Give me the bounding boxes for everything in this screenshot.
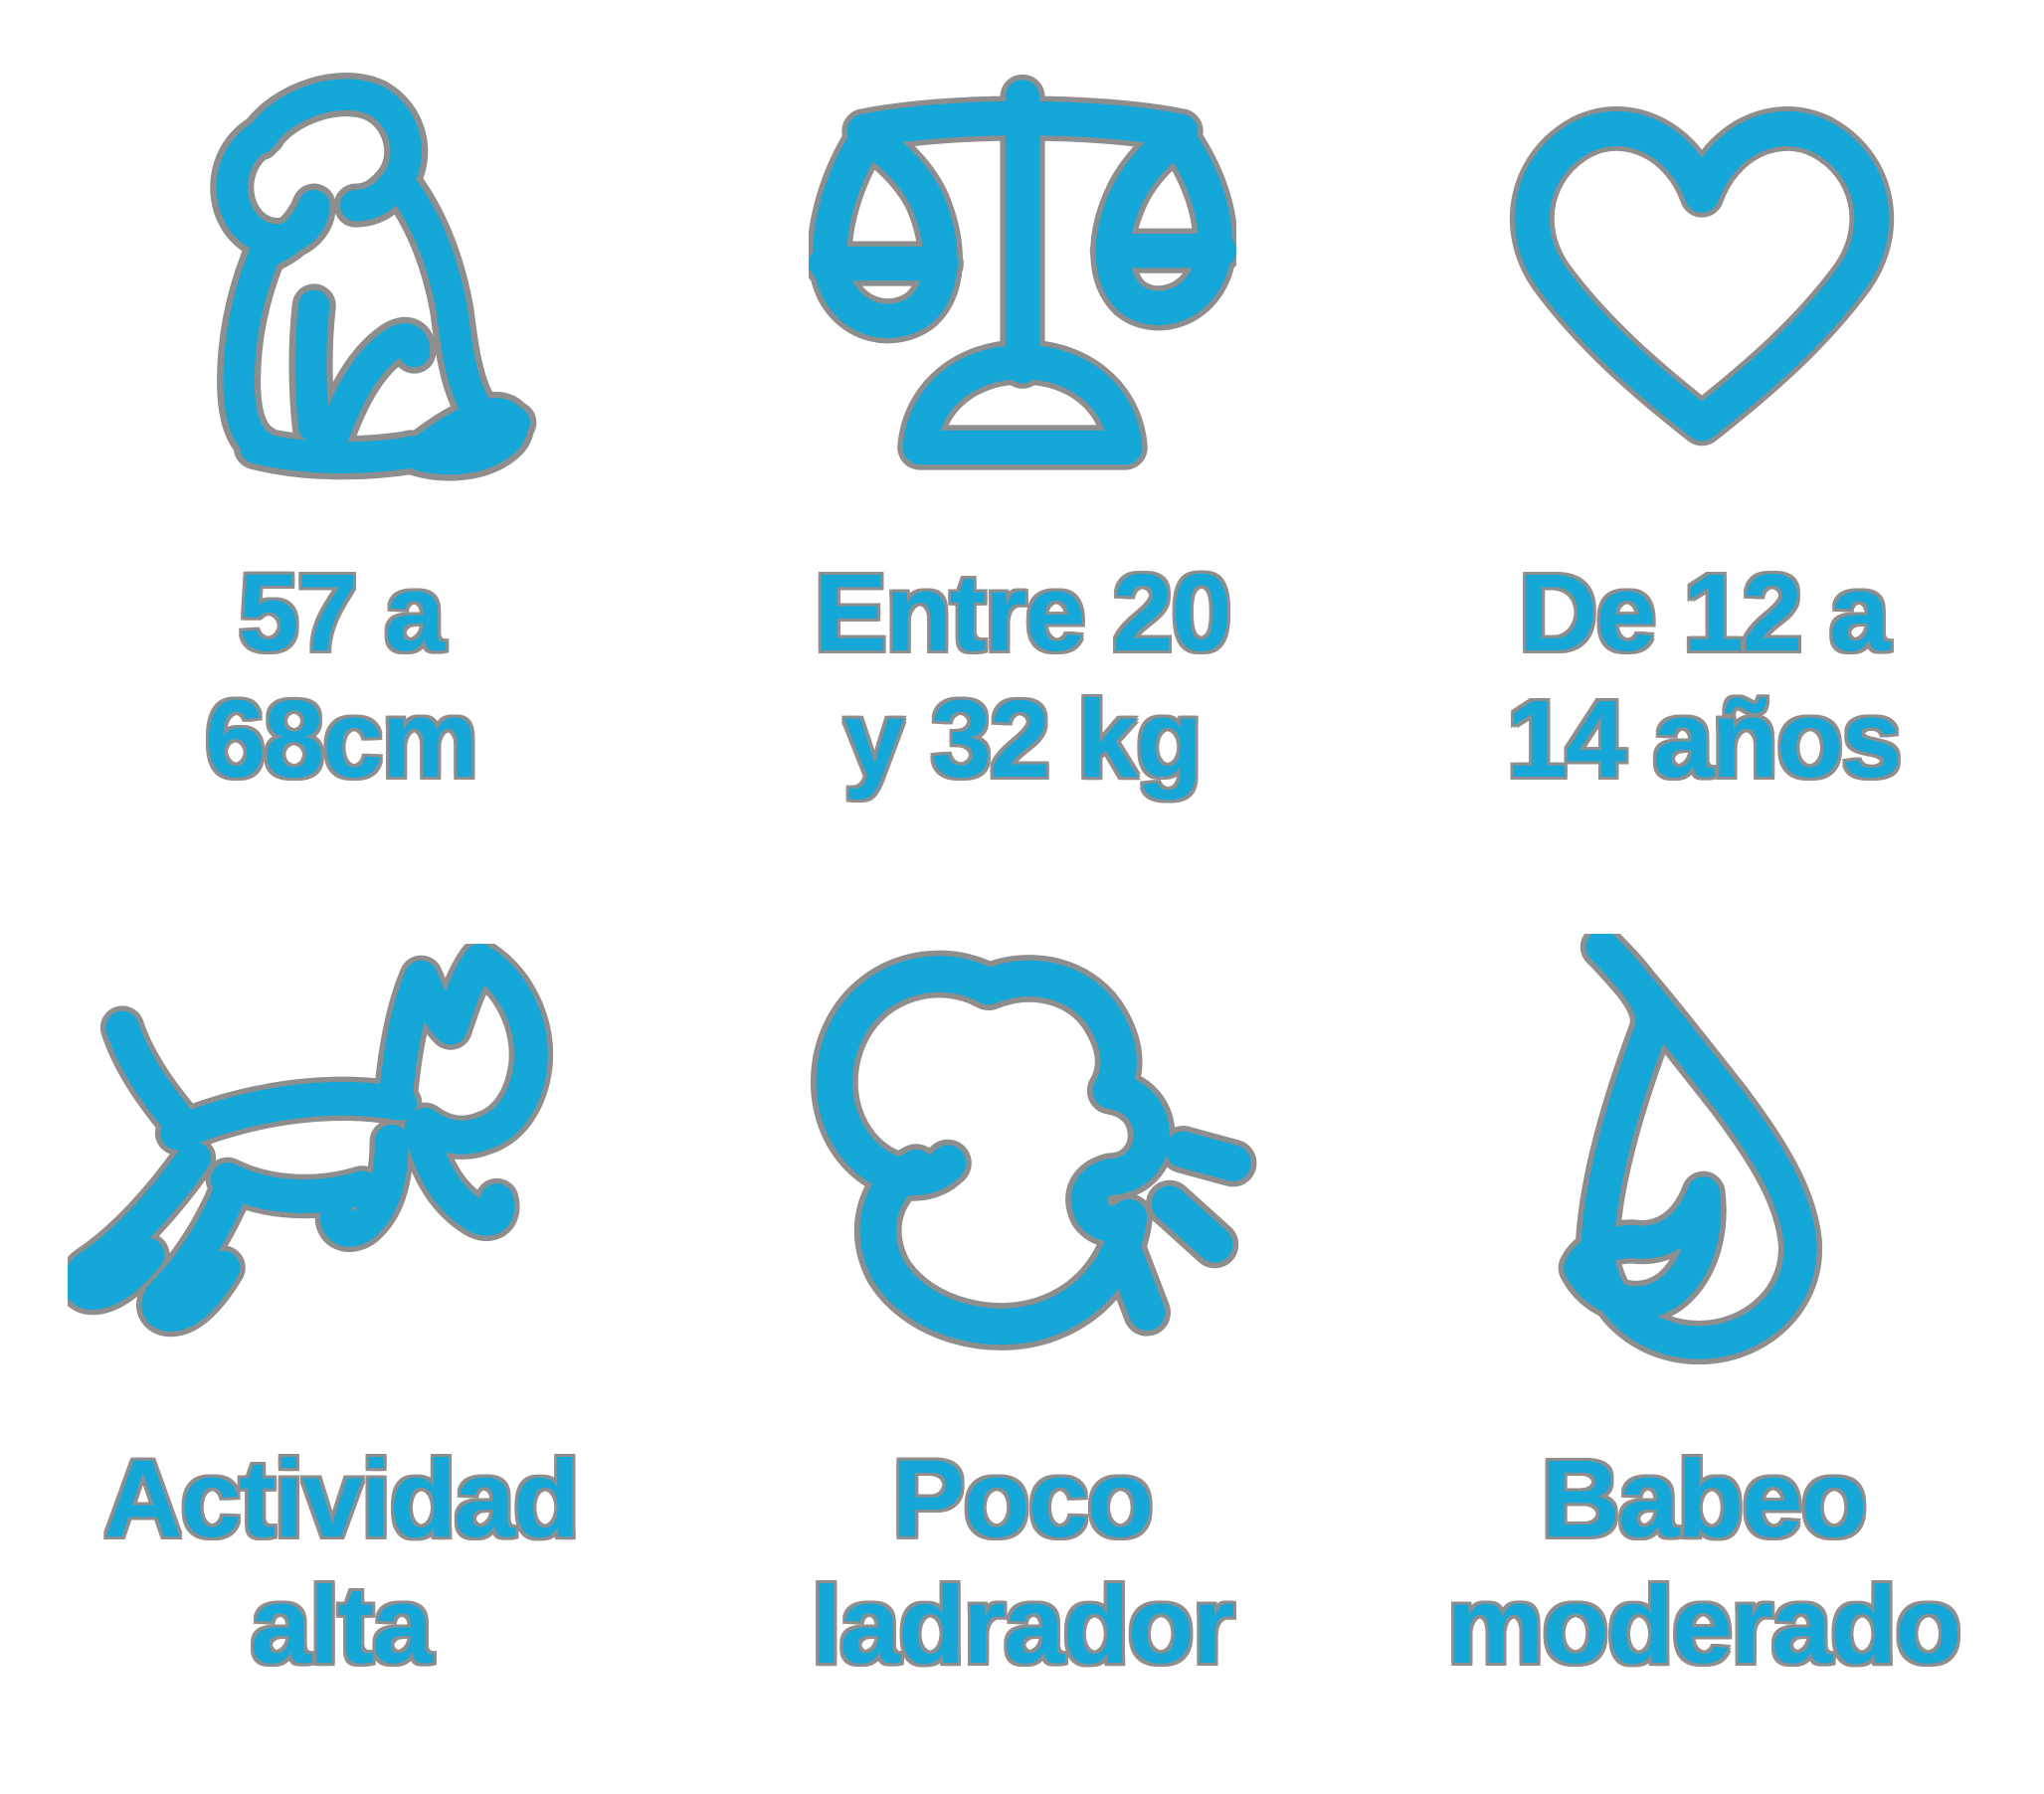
activity-card-icon-cell <box>0 925 681 1382</box>
barking-dog-icon <box>810 950 1256 1350</box>
scale-icon <box>808 74 1236 470</box>
running-dog-icon <box>67 943 553 1337</box>
sitting-dog-icon <box>209 72 536 481</box>
height-label-line2: 68cm <box>204 677 478 801</box>
height-label: 57 a 68cm <box>204 537 478 925</box>
lifespan-card-icon-cell <box>1363 15 2044 537</box>
height-label-line1: 57 a <box>238 552 445 674</box>
breed-infographic: 57 a 68cm Entre 20 y 32 kg De 12 a 14 añ… <box>0 15 2044 1689</box>
drooling-label-line1: Babeo <box>1541 1438 1867 1560</box>
barking-card-icon-cell <box>681 925 1363 1382</box>
weight-label: Entre 20 y 32 kg <box>814 537 1231 925</box>
heart-icon <box>1509 105 1894 446</box>
activity-label-line1: Actividad <box>102 1438 580 1560</box>
lifespan-label-line1: De 12 a <box>1518 552 1890 674</box>
activity-label: Actividad alta <box>102 1382 580 1689</box>
barking-label: Poco ladrador <box>811 1382 1234 1689</box>
drooling-label-line2: moderado <box>1446 1563 1962 1687</box>
barking-label-line1: Poco <box>892 1438 1154 1560</box>
weight-card-icon-cell <box>681 15 1363 537</box>
barking-label-line2: ladrador <box>811 1563 1234 1687</box>
weight-label-line2: y 32 kg <box>842 677 1203 801</box>
water-drop-icon <box>1558 934 1822 1365</box>
lifespan-label: De 12 a 14 años <box>1506 537 1903 925</box>
drooling-label: Babeo moderado <box>1446 1382 1962 1689</box>
height-card-icon-cell <box>0 15 681 537</box>
weight-label-line1: Entre 20 <box>814 552 1231 674</box>
lifespan-label-line2: 14 años <box>1506 677 1903 801</box>
activity-label-line2: alta <box>250 1563 434 1687</box>
drooling-card-icon-cell <box>1363 925 2044 1382</box>
